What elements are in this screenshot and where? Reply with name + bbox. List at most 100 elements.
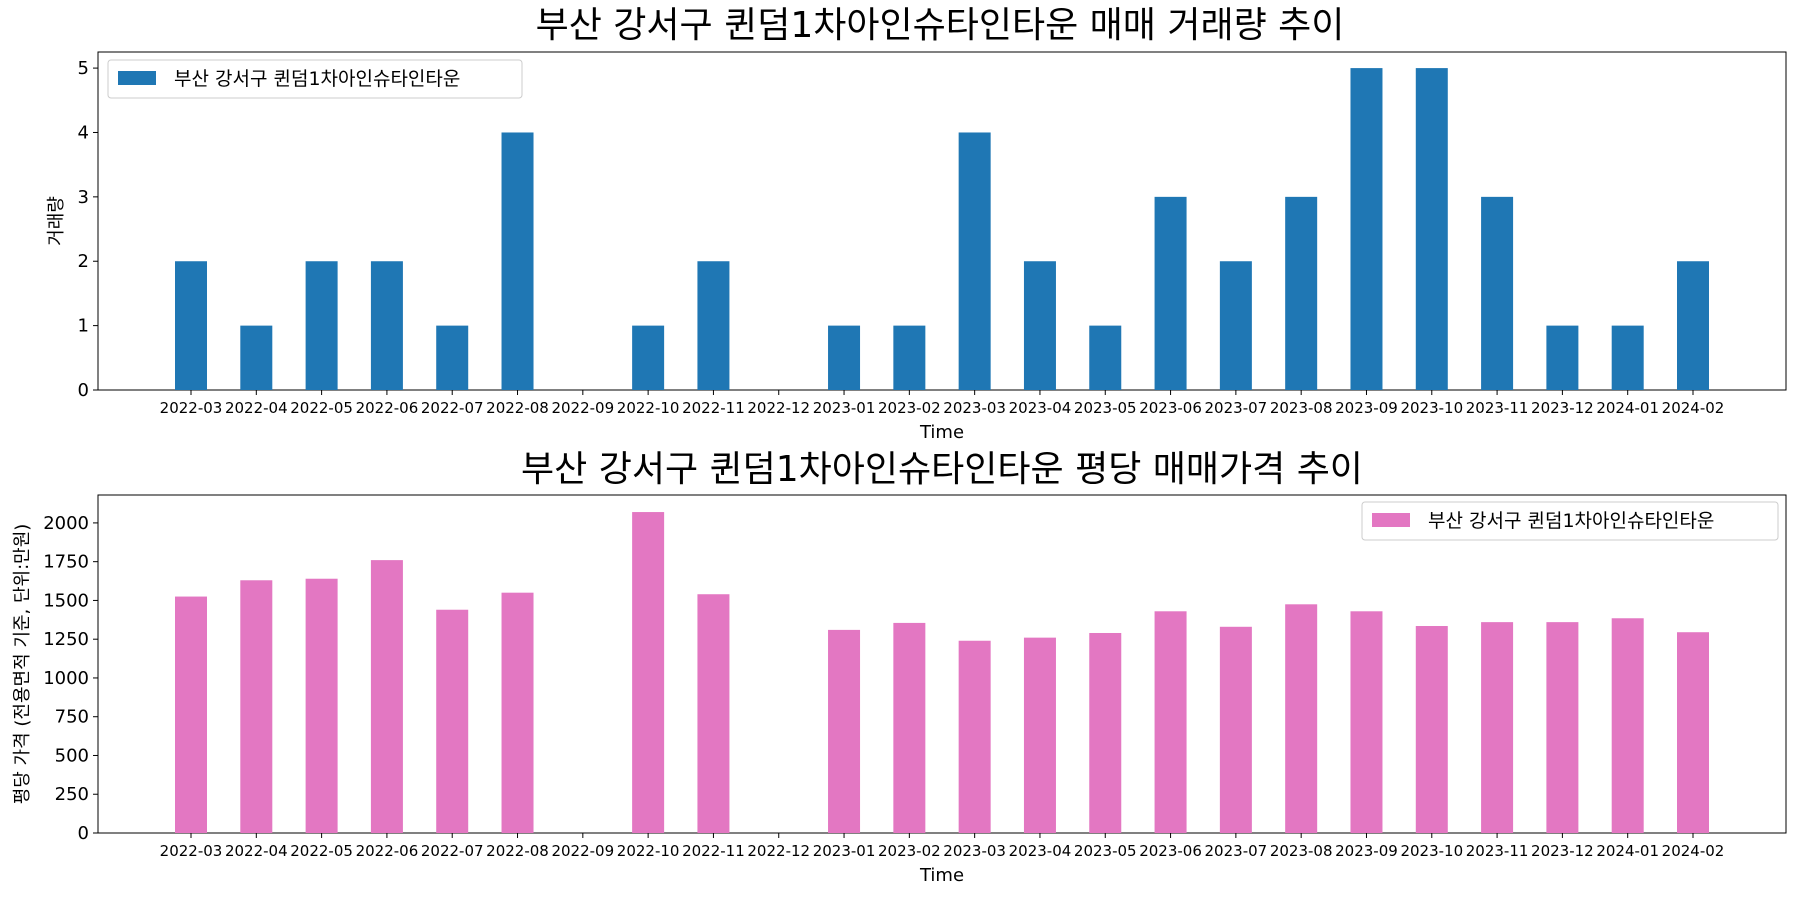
price-y-tick-label: 2000 [43, 513, 89, 534]
volume-y-tick-label: 3 [78, 187, 89, 208]
price-legend-box [1361, 501, 1779, 541]
price-x-tick-label: 2022-07 [421, 842, 484, 860]
volume-x-tick-label: 2023-09 [1335, 399, 1398, 417]
price-y-tick-label: 1500 [43, 590, 89, 611]
volume-y-tick-label: 1 [78, 316, 89, 337]
price-x-tick-label: 2022-09 [551, 842, 614, 860]
volume-legend-label: 부산 강서구 퀸덤1차아인슈타인타운 [174, 68, 460, 90]
price-y-tick-label: 1750 [43, 552, 89, 573]
volume-bar [370, 261, 403, 390]
price-bar [370, 560, 403, 833]
price-bar [893, 622, 926, 833]
volume-x-tick-label: 2023-10 [1400, 399, 1463, 417]
volume-bar [240, 325, 273, 390]
volume-bar [1546, 325, 1579, 390]
volume-x-tick-label: 2023-02 [878, 399, 941, 417]
volume-bar [1219, 261, 1252, 390]
price-bar [1546, 622, 1579, 833]
price-legend: 부산 강서구 퀸덤1차아인슈타인타운 [1361, 501, 1779, 541]
price-bar [632, 512, 665, 833]
price-y-tick-label: 0 [78, 823, 89, 844]
volume-x-tick-label: 2022-08 [486, 399, 549, 417]
price-x-tick-label: 2023-03 [943, 842, 1006, 860]
price-x-tick-label: 2022-03 [160, 842, 223, 860]
volume-x-tick-label: 2022-09 [551, 399, 614, 417]
price-bar [305, 578, 338, 833]
volume-bar [1350, 68, 1383, 390]
price-x-tick-label: 2023-08 [1270, 842, 1333, 860]
volume-x-tick-label: 2023-04 [1009, 399, 1072, 417]
volume-y-axis: 0 1 2 3 4 5 [78, 58, 98, 401]
volume-bars [175, 68, 1709, 390]
volume-x-tick-label: 2023-05 [1074, 399, 1137, 417]
volume-chart: 부산 강서구 퀸덤1차아인슈타인타운 매매 거래량 추이 0 1 2 3 4 5 2022… [46, 5, 1787, 443]
price-bar [1415, 626, 1448, 833]
volume-y-tick-label: 2 [78, 251, 89, 272]
volume-y-tick-label: 0 [78, 380, 89, 401]
price-bar [436, 609, 469, 833]
volume-bar [1285, 196, 1318, 390]
price-x-tick-label: 2023-10 [1400, 842, 1463, 860]
price-y-tick-label: 1250 [43, 629, 89, 650]
price-bar [1481, 622, 1514, 833]
price-y-tick-label: 500 [55, 745, 89, 766]
price-x-tick-label: 2023-05 [1074, 842, 1137, 860]
price-x-tick-label: 2022-08 [486, 842, 549, 860]
volume-legend: 부산 강서구 퀸덤1차아인슈타인타운 [107, 59, 523, 99]
volume-x-tick-label: 2022-10 [617, 399, 680, 417]
price-bar [1611, 618, 1644, 833]
price-plot-frame [97, 494, 1787, 834]
price-bar [1154, 611, 1187, 833]
price-x-tick-label: 2023-12 [1531, 842, 1594, 860]
volume-x-tick-label: 2023-07 [1205, 399, 1268, 417]
price-x-tick-label: 2022-06 [356, 842, 419, 860]
price-x-tick-label: 2024-01 [1596, 842, 1659, 860]
price-bar [1350, 611, 1383, 833]
price-bar [958, 640, 991, 833]
price-x-tick-label: 2022-10 [617, 842, 680, 860]
price-x-tick-label: 2022-11 [682, 842, 745, 860]
volume-x-tick-label: 2023-08 [1270, 399, 1333, 417]
price-x-tick-label: 2024-02 [1662, 842, 1725, 860]
volume-x-tick-label: 2023-06 [1139, 399, 1202, 417]
price-x-tick-label: 2023-01 [813, 842, 876, 860]
price-bar [697, 594, 730, 833]
price-x-tick-label: 2023-09 [1335, 842, 1398, 860]
volume-bar [828, 325, 861, 390]
volume-x-tick-label: 2022-07 [421, 399, 484, 417]
volume-bar [305, 261, 338, 390]
volume-x-tick-label: 2024-02 [1662, 399, 1725, 417]
volume-x-axis-label: Time [919, 422, 964, 443]
price-legend-label: 부산 강서구 퀸덤1차아인슈타인타운 [1428, 510, 1714, 532]
price-bar [1677, 632, 1709, 833]
price-x-tick-label: 2023-06 [1139, 842, 1202, 860]
price-bar [1285, 604, 1318, 833]
volume-x-tick-label: 2022-06 [356, 399, 419, 417]
price-y-tick-label: 250 [55, 784, 89, 805]
price-x-tick-label: 2022-04 [225, 842, 288, 860]
volume-x-tick-label: 2023-01 [813, 399, 876, 417]
price-bar [1219, 626, 1252, 833]
volume-bar [958, 132, 991, 390]
volume-bar [893, 325, 926, 390]
price-bar [828, 629, 861, 833]
price-y-tick-label: 750 [55, 707, 89, 728]
volume-x-tick-label: 2022-11 [682, 399, 745, 417]
volume-bar [1023, 261, 1056, 390]
volume-chart-title: 부산 강서구 퀸덤1차아인슈타인타운 매매 거래량 추이 [536, 5, 1345, 46]
price-x-axis: 2022-03 2022-04 2022-05 2022-06 2022-07 2022-… [160, 833, 1725, 860]
volume-x-tick-label: 2023-03 [943, 399, 1006, 417]
price-legend-swatch [1372, 513, 1410, 527]
volume-y-tick-label: 5 [78, 58, 89, 79]
volume-bar [1481, 196, 1514, 390]
price-bars [175, 512, 1709, 833]
volume-bar [697, 261, 730, 390]
volume-bar [436, 325, 469, 390]
volume-legend-swatch [118, 71, 156, 85]
price-y-tick-label: 1000 [43, 668, 89, 689]
volume-bar [1611, 325, 1644, 390]
price-x-tick-label: 2023-02 [878, 842, 941, 860]
volume-x-tick-label: 2022-12 [747, 399, 810, 417]
price-bar [1023, 637, 1056, 833]
